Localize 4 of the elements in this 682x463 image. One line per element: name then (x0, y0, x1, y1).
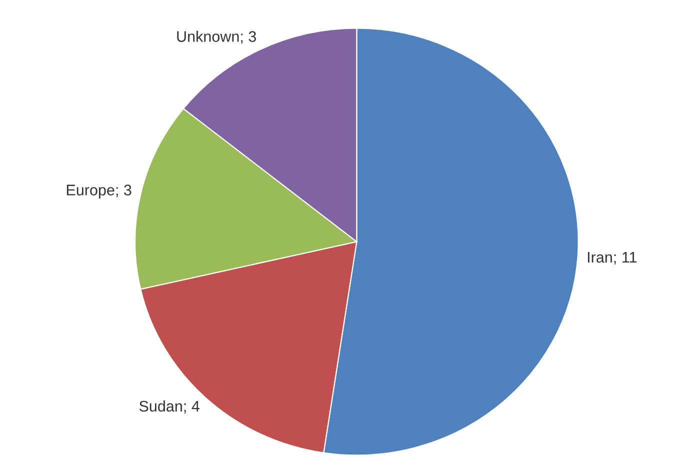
slice-label: Unknown; 3 (177, 30, 256, 44)
slice-label: Iran; 11 (588, 252, 636, 264)
slice-label: Sudan; 4 (139, 400, 200, 414)
slice-label: Europe; 3 (66, 184, 132, 198)
